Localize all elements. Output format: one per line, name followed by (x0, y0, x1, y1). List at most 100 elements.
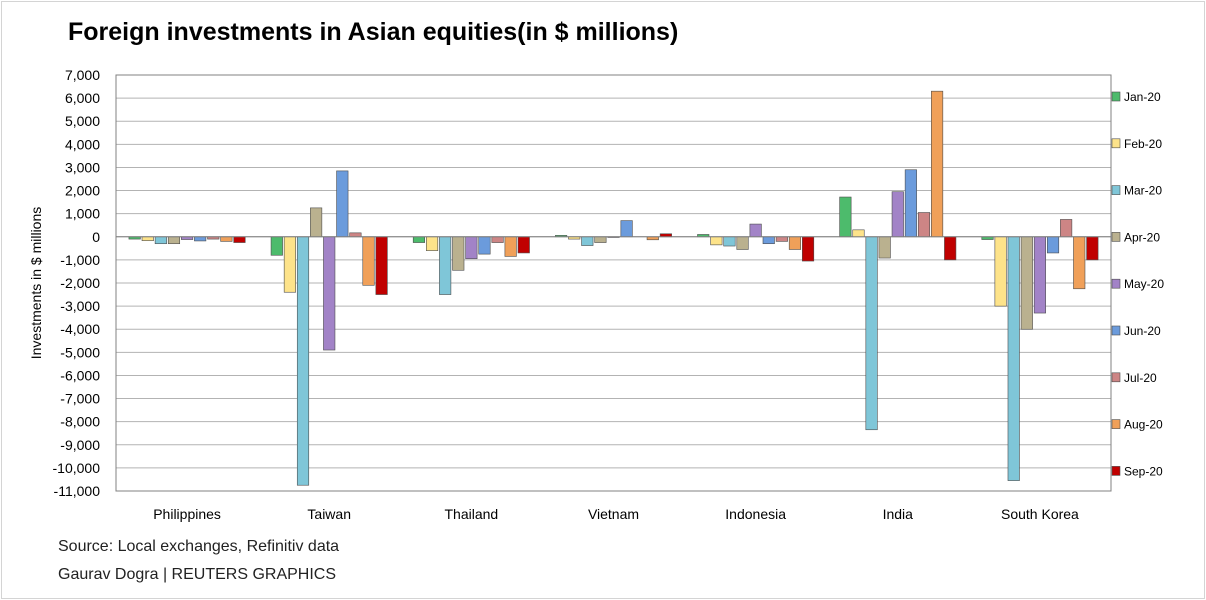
bar (517, 236, 530, 254)
bar (154, 236, 167, 245)
bar (349, 232, 362, 238)
bar (310, 207, 323, 238)
bar (296, 236, 310, 486)
bar (904, 169, 917, 238)
y-tick-label: -7,000 (60, 391, 100, 407)
y-tick-label: -6,000 (60, 367, 100, 383)
x-category-label: Indonesia (725, 506, 786, 522)
bar (1033, 236, 1046, 314)
bar (1086, 236, 1099, 261)
x-category-label: Vietnam (588, 506, 639, 522)
bar (362, 236, 375, 286)
legend-swatch (1111, 466, 1121, 476)
y-tick-label: -8,000 (60, 414, 100, 430)
legend-swatch (1111, 419, 1121, 429)
bar (1007, 236, 1020, 481)
bar (323, 236, 336, 351)
legend-label: Feb-20 (1124, 137, 1162, 151)
bar (944, 236, 957, 261)
bar (194, 236, 207, 242)
bar (762, 236, 775, 245)
x-category-label: South Korea (1001, 506, 1079, 522)
bar (478, 236, 491, 255)
bar (749, 223, 762, 238)
bar (412, 236, 426, 243)
credit-note: Gaurav Dogra | REUTERS GRAPHICS (58, 566, 337, 583)
bar (994, 236, 1007, 307)
x-category-label: India (883, 506, 914, 522)
bar (220, 236, 233, 242)
legend-label: Jun-20 (1124, 324, 1161, 338)
y-tick-label: -5,000 (60, 344, 100, 360)
bar (581, 236, 594, 246)
bar (1046, 236, 1060, 254)
x-category-label: Taiwan (307, 506, 351, 522)
legend-swatch (1111, 372, 1121, 383)
bar (375, 236, 388, 295)
y-tick-label: 3,000 (65, 159, 100, 175)
legend-swatch (1111, 232, 1121, 242)
bar (788, 236, 801, 250)
y-tick-label: -10,000 (53, 460, 101, 476)
bar (917, 212, 931, 238)
bar (878, 236, 891, 259)
bar (1020, 236, 1033, 330)
bar (931, 90, 944, 238)
legend-label: Aug-20 (1124, 418, 1163, 432)
y-tick-label: -3,000 (60, 298, 100, 314)
y-tick-label: 6,000 (65, 90, 100, 106)
bar (839, 196, 852, 238)
bar (801, 236, 815, 262)
bar (891, 191, 904, 238)
legend-swatch (1111, 138, 1121, 149)
y-tick-label: -4,000 (60, 321, 100, 337)
legend-label: Sep-20 (1124, 464, 1163, 478)
bar (336, 170, 349, 238)
legend-swatch (1111, 325, 1121, 336)
bar (594, 236, 607, 243)
legend-label: Mar-20 (1124, 184, 1162, 198)
y-tick-label: 1,000 (65, 206, 100, 222)
x-category-label: Philippines (153, 506, 221, 522)
legend-label: Jul-20 (1124, 371, 1157, 385)
y-tick-label: -11,000 (54, 483, 101, 499)
y-tick-label: -1,000 (60, 252, 100, 268)
bar (491, 236, 504, 243)
bar (620, 220, 633, 238)
bar (465, 236, 478, 260)
y-tick-label: -9,000 (60, 437, 100, 453)
bar (723, 236, 736, 247)
y-tick-label: 4,000 (65, 136, 100, 152)
bar (504, 236, 517, 257)
legend-swatch (1111, 278, 1121, 289)
y-tick-label: 0 (92, 229, 100, 245)
source-note: Source: Local exchanges, Refinitiv data (58, 538, 340, 555)
y-tick-label: 2,000 (65, 183, 100, 199)
bar (233, 236, 246, 243)
y-axis-label: Investments in $ millions (28, 207, 44, 360)
legend-label: May-20 (1124, 277, 1164, 291)
x-category-label: Thailand (445, 506, 499, 522)
bar (865, 236, 878, 431)
chart-title: Foreign investments in Asian equities(in… (68, 18, 679, 46)
y-tick-label: -2,000 (60, 275, 100, 291)
bar (775, 236, 788, 242)
y-tick-label: 5,000 (65, 113, 100, 129)
legend-label: Jan-20 (1124, 90, 1161, 104)
bar (167, 236, 181, 245)
bar (1073, 236, 1086, 290)
bar (439, 236, 452, 295)
legend-swatch (1111, 185, 1121, 195)
plot-border (115, 74, 1112, 492)
bar (270, 236, 283, 256)
bar (852, 229, 865, 238)
legend-swatch (1111, 91, 1121, 102)
bar (736, 236, 749, 250)
bar (283, 236, 296, 293)
bar (141, 236, 154, 242)
bar (426, 236, 439, 251)
bar (452, 236, 465, 271)
bar (710, 236, 723, 246)
